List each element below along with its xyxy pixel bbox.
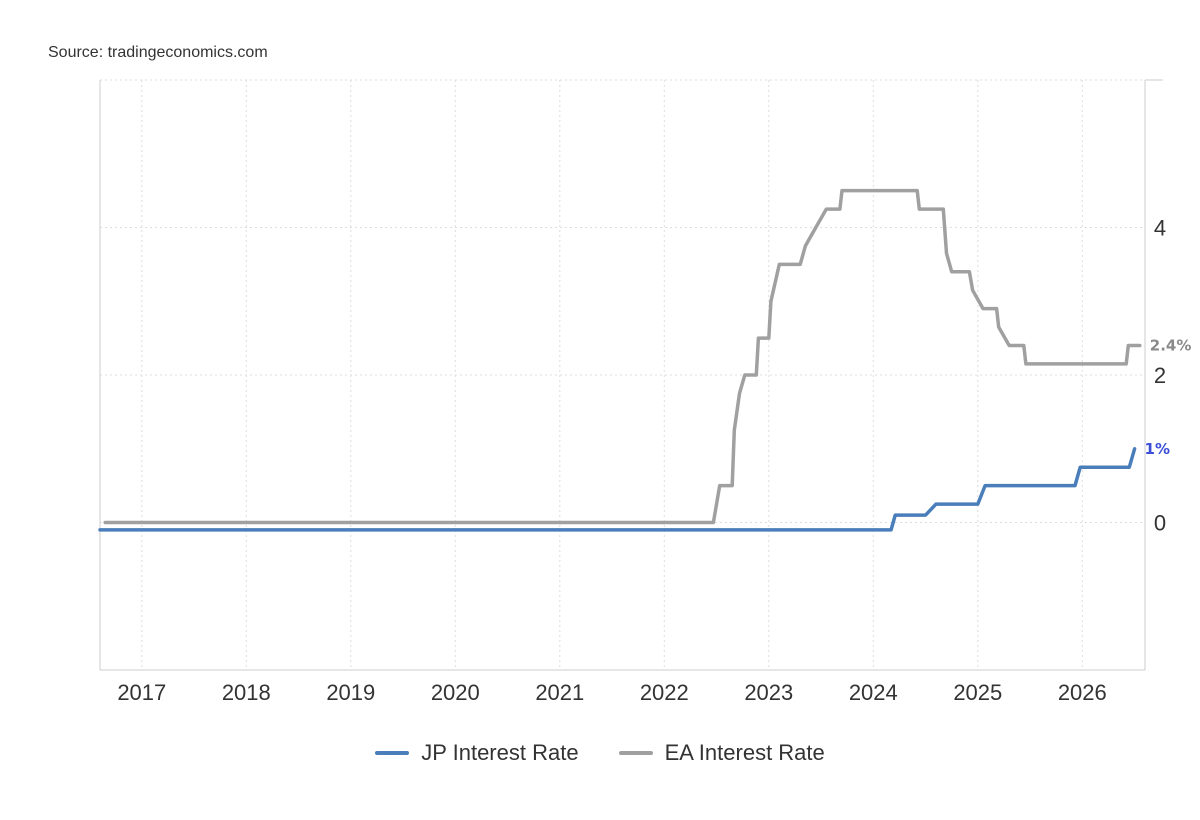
legend-swatch-jp (375, 751, 410, 755)
legend-item-ea[interactable]: EA Interest Rate (618, 740, 825, 766)
x-tick-label: 2019 (326, 680, 375, 705)
y-tick-label: 0 (1154, 511, 1166, 536)
x-tick-label: 2023 (744, 680, 793, 705)
x-tick-label: 2018 (222, 680, 271, 705)
source-note: Source: tradingeconomics.com (48, 44, 268, 61)
series-end-label-jp: 1% (1145, 440, 1170, 458)
legend-item-jp[interactable]: JP Interest Rate (375, 740, 579, 766)
legend-swatch-ea (618, 751, 653, 755)
legend-label-jp: JP Interest Rate (421, 740, 579, 765)
legend-label-ea: EA Interest Rate (664, 740, 825, 765)
series-line-ea (103, 188, 1142, 525)
x-tick-label: 2024 (849, 680, 898, 705)
x-tick-label: 2025 (953, 680, 1002, 705)
interest-rate-chart: 2017 2018 2019 2020 2021 2022 2023 2024 2025 2026… (98, 79, 1192, 705)
x-tick-label: 2021 (535, 680, 584, 705)
series-line-jp (98, 447, 1137, 532)
x-tick-label: 2020 (431, 680, 480, 705)
x-tick-label: 2026 (1058, 680, 1107, 705)
y-tick-label: 2 (1154, 363, 1166, 388)
legend: JP Interest Rate EA Interest Rate (0, 740, 1200, 766)
y-tick-label: 4 (1154, 216, 1166, 241)
x-tick-label: 2022 (640, 680, 689, 705)
series-end-label-ea: 2.4% (1150, 337, 1192, 355)
x-tick-label: 2017 (117, 680, 166, 705)
